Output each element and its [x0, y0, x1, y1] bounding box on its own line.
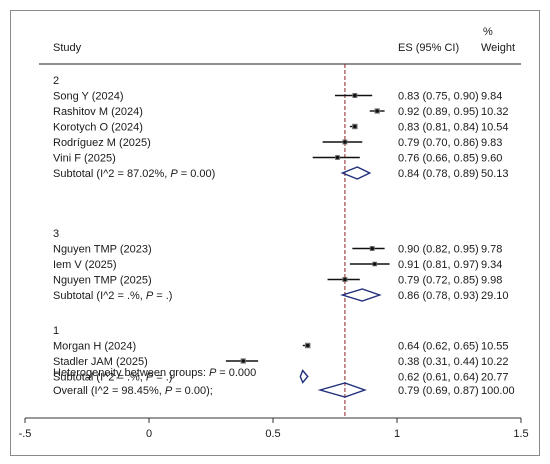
study-ci-text: 0.91 (0.81, 0.97) [398, 259, 479, 271]
subtotal-weight: 50.13 [481, 168, 509, 180]
subtotal-ci-text: 0.86 (0.78, 0.93) [398, 290, 479, 302]
study-weight: 10.54 [481, 122, 509, 134]
x-tick-label: 0 [146, 428, 152, 440]
header-weight-percent: % [483, 26, 493, 38]
study-point [343, 140, 347, 144]
overall-weight: 100.00 [481, 385, 515, 397]
study-weight: 9.83 [481, 137, 502, 149]
study-name: Korotych O (2024) [53, 122, 143, 134]
study-name: Morgan H (2024) [53, 341, 136, 353]
study-name: Stadler JAM (2025) [53, 356, 148, 368]
overall-label: Overall (I^2 = 98.45%, P = 0.00); [53, 385, 213, 397]
study-point [375, 109, 379, 113]
subtotal-diamond [299, 369, 309, 384]
study-point [335, 155, 340, 160]
overall-ci-text: 0.79 (0.69, 0.87) [398, 385, 479, 397]
heterogeneity-label-p-label: P [209, 367, 217, 379]
chart-frame [10, 10, 540, 456]
subtotal-label-label-post: = 0.00) [181, 168, 216, 180]
study-ci-text: 0.76 (0.66, 0.85) [398, 153, 479, 165]
group-label: 3 [53, 228, 59, 240]
study-weight: 9.34 [481, 259, 502, 271]
x-tick-label: 1 [394, 428, 400, 440]
study-ci-text: 0.64 (0.62, 0.65) [398, 341, 479, 353]
subtotal-label-p-label: P [146, 290, 154, 302]
study-weight: 9.78 [481, 244, 502, 256]
study-weight: 10.22 [481, 356, 509, 368]
header-study: Study [53, 42, 82, 54]
subtotal-label: Subtotal (I^2 = .%, P = .) [53, 372, 172, 384]
study-ci-text: 0.79 (0.70, 0.86) [398, 137, 479, 149]
subtotal-label: Subtotal (I^2 = 87.02%, P = 0.00) [53, 168, 215, 180]
subtotal-label-p-label: P [146, 372, 154, 384]
header-es: ES (95% CI) [398, 42, 459, 54]
subtotal-label-label-post: = .) [156, 372, 172, 384]
overall-diamond [317, 382, 367, 398]
study-name: Vini F (2025) [53, 153, 116, 165]
subtotal-label-p-label: P [170, 168, 178, 180]
study-ci-text: 0.92 (0.89, 0.95) [398, 106, 479, 118]
overall-label-label-post: = 0.00); [175, 385, 213, 397]
subtotal-diamond [340, 288, 382, 302]
heterogeneity-label-label-pre: Heterogeneity between groups: [53, 367, 209, 379]
study-weight: 9.98 [481, 275, 502, 287]
subtotal-label-label-pre: Subtotal (I^2 = 87.02%, [53, 168, 170, 180]
subtotal-diamond [340, 166, 372, 180]
study-point [353, 93, 357, 98]
heterogeneity-label: Heterogeneity between groups: P = 0.000 [53, 367, 256, 379]
subtotal-label-label-post: = .) [156, 290, 172, 302]
subtotal-weight: 29.10 [481, 290, 509, 302]
overall-label-label-pre: Overall (I^2 = 98.45%, [53, 385, 165, 397]
study-ci-text: 0.83 (0.81, 0.84) [398, 122, 479, 134]
study-ci-text: 0.79 (0.72, 0.85) [398, 275, 479, 287]
study-weight: 9.84 [481, 91, 502, 103]
study-point [372, 262, 377, 266]
x-tick-label: -.5 [19, 428, 32, 440]
study-name: Iem V (2025) [53, 259, 117, 271]
study-name: Nguyen TMP (2025) [53, 275, 152, 287]
header-weight: Weight [481, 42, 515, 54]
study-weight: 10.55 [481, 341, 509, 353]
study-name: Rodríguez M (2025) [53, 137, 151, 149]
subtotal-label-label-pre: Subtotal (I^2 = .%, [53, 290, 146, 302]
heterogeneity-label-label-post: = 0.000 [219, 367, 256, 379]
study-point [241, 359, 246, 363]
study-point [343, 277, 347, 282]
subtotal-ci-text: 0.84 (0.78, 0.89) [398, 168, 479, 180]
subtotal-weight: 20.77 [481, 372, 509, 384]
subtotal-label-label-pre: Subtotal (I^2 = .%, [53, 372, 146, 384]
study-ci-text: 0.38 (0.31, 0.44) [398, 356, 479, 368]
study-weight: 10.32 [481, 106, 509, 118]
overall-label-p-label: P [165, 385, 173, 397]
study-point [305, 343, 310, 348]
study-name: Rashitov M (2024) [53, 106, 143, 118]
study-ci-text: 0.83 (0.75, 0.90) [398, 91, 479, 103]
subtotal-ci-text: 0.62 (0.61, 0.64) [398, 372, 479, 384]
study-name: Song Y (2024) [53, 91, 124, 103]
study-point [353, 124, 357, 129]
x-tick-label: 1.5 [513, 428, 528, 440]
study-weight: 9.60 [481, 153, 502, 165]
study-name: Nguyen TMP (2023) [53, 244, 152, 256]
study-ci-text: 0.90 (0.82, 0.95) [398, 244, 479, 256]
group-label: 2 [53, 75, 59, 87]
study-point [370, 246, 375, 251]
x-tick-label: 0.5 [265, 428, 280, 440]
group-label: 1 [53, 325, 59, 337]
subtotal-label: Subtotal (I^2 = .%, P = .) [53, 290, 172, 302]
